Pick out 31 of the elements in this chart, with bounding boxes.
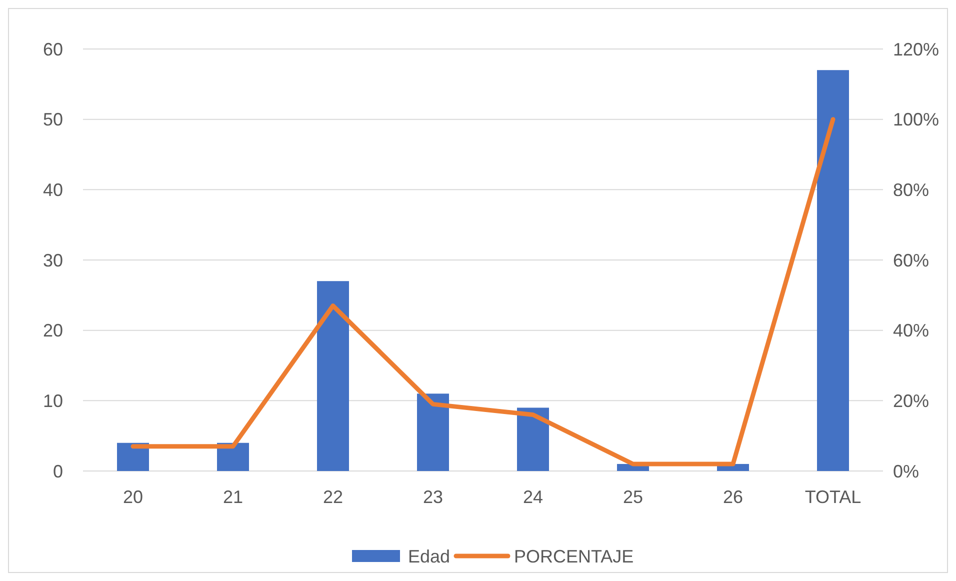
y-tick-label: 20: [42, 320, 63, 341]
x-tick-label: 20: [122, 487, 144, 507]
x-tick-label: 26: [722, 487, 744, 507]
y-tick-label: 50: [42, 110, 63, 130]
y2-tick-label: 60%: [893, 250, 930, 270]
bar: [817, 70, 849, 471]
y2-tick-label: 20%: [893, 390, 930, 411]
y-tick-label: 60: [42, 39, 63, 60]
x-tick-label: 22: [322, 487, 344, 507]
x-tick-label: 23: [422, 487, 444, 507]
y2-tick-label: 80%: [893, 180, 930, 200]
legend-label: Edad: [408, 546, 450, 566]
y-tick-label: 10: [42, 390, 63, 411]
x-tick-label: TOTAL: [804, 487, 862, 507]
x-tick-label: 25: [622, 487, 644, 507]
bar: [317, 281, 349, 471]
x-tick-label: 24: [522, 487, 544, 507]
y-tick-label: 0: [52, 461, 63, 482]
y2-tick-label: 40%: [893, 320, 930, 341]
y2-tick-label: 0%: [893, 461, 920, 482]
bar: [417, 394, 449, 471]
y-tick-label: 30: [42, 250, 63, 270]
y2-tick-label: 120%: [893, 39, 940, 60]
bar: [117, 442, 149, 471]
line-series: [130, 117, 836, 466]
bar: [217, 442, 249, 471]
y2-tick-label: 100%: [893, 110, 940, 130]
bar: [517, 408, 549, 471]
y-tick-label: 40: [42, 180, 63, 200]
x-tick-label: 21: [222, 487, 244, 507]
legend-label: PORCENTAJE: [514, 546, 634, 566]
